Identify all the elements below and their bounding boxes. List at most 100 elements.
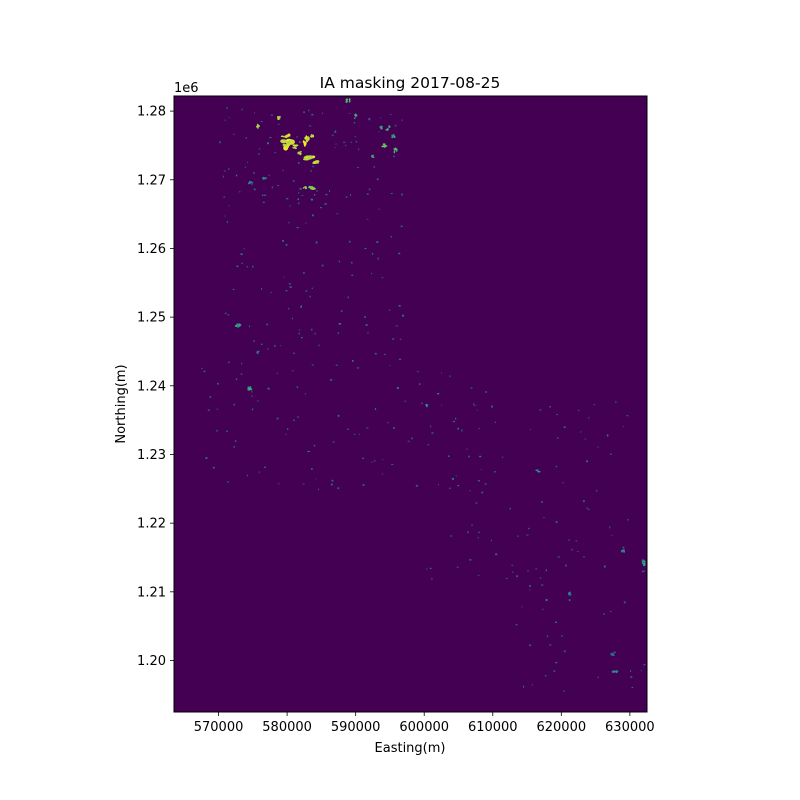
- speckle-mark: [473, 404, 476, 406]
- x-tick-label: 610000: [468, 720, 518, 735]
- mask-cluster-mark: [393, 150, 396, 154]
- speckle-mark: [641, 570, 644, 573]
- speckle-mark: [382, 458, 384, 461]
- speckle-mark: [597, 676, 599, 679]
- mask-cluster-mark: [615, 670, 619, 672]
- y-tick-label: 1.21: [137, 585, 166, 600]
- speckle-mark: [476, 409, 478, 411]
- speckle-mark: [630, 676, 633, 678]
- mask-cluster-mark: [346, 98, 349, 101]
- speckle-mark: [223, 170, 226, 172]
- speckle-mark: [568, 539, 570, 541]
- speckle-mark: [223, 196, 225, 198]
- mask-cluster-mark: [237, 325, 239, 328]
- mask-cluster-mark: [348, 98, 351, 101]
- speckle-mark: [334, 131, 337, 133]
- speckle-mark: [377, 257, 380, 260]
- mask-cluster-mark: [304, 187, 307, 190]
- speckle-mark: [623, 601, 626, 604]
- speckle-mark: [468, 455, 470, 458]
- speckle-mark: [288, 283, 291, 285]
- y-axis-label: Northing(m): [114, 364, 129, 443]
- speckle-mark: [321, 112, 323, 114]
- y-tick-label: 1.25: [137, 311, 166, 326]
- speckle-mark: [407, 440, 410, 442]
- speckle-mark: [509, 507, 511, 510]
- mask-cluster-mark: [298, 152, 302, 155]
- mask-cluster-mark: [355, 113, 357, 118]
- mask-cluster-mark: [382, 143, 386, 146]
- speckle-mark: [396, 387, 399, 389]
- mask-cluster-mark: [303, 141, 307, 147]
- plot-frame: [173, 95, 648, 713]
- speckle-mark: [287, 428, 289, 430]
- mask-cluster-mark: [379, 126, 382, 128]
- speckle-mark: [469, 559, 472, 561]
- speckle-mark: [609, 526, 611, 529]
- mask-cluster-mark: [250, 388, 253, 391]
- speckle-mark: [517, 535, 519, 537]
- speckle-mark: [276, 372, 278, 374]
- speckle-mark: [258, 471, 260, 473]
- mask-cluster-mark: [264, 177, 267, 180]
- mask-cluster-mark: [621, 550, 623, 553]
- speckle-mark: [253, 172, 255, 174]
- speckle-mark: [289, 286, 292, 288]
- speckle-mark: [429, 567, 432, 569]
- speckle-mark: [478, 531, 480, 533]
- speckle-layer: [201, 107, 646, 692]
- speckle-mark: [491, 405, 493, 408]
- speckle-mark: [347, 428, 350, 430]
- mask-cluster-mark: [256, 350, 259, 353]
- mask-cluster-mark: [310, 135, 312, 138]
- speckle-mark: [541, 584, 544, 586]
- speckle-mark: [395, 325, 398, 327]
- speckle-mark: [485, 391, 487, 393]
- speckle-mark: [471, 524, 473, 526]
- speckle-mark: [545, 569, 547, 572]
- mask-cluster-mark: [391, 136, 394, 139]
- mask-cluster-mark: [396, 148, 398, 150]
- speckle-mark: [455, 475, 457, 477]
- speckle-mark: [226, 430, 228, 432]
- speckle-mark: [348, 113, 351, 114]
- speckle-mark: [394, 125, 397, 127]
- speckle-mark: [431, 432, 434, 434]
- mask-cluster-mark: [285, 134, 289, 138]
- speckle-mark: [378, 208, 380, 210]
- speckle-mark: [390, 193, 393, 194]
- speckle-mark: [563, 426, 566, 428]
- speckle-mark: [241, 108, 243, 111]
- speckle-mark: [398, 305, 401, 307]
- x-axis-label: Easting(m): [375, 741, 446, 756]
- speckle-mark: [310, 170, 312, 172]
- mask-cluster-mark: [309, 186, 313, 188]
- speckle-mark: [555, 662, 558, 664]
- speckle-mark: [276, 417, 279, 420]
- speckle-mark: [356, 367, 360, 369]
- speckle-mark: [311, 287, 313, 289]
- speckle-mark: [239, 191, 241, 193]
- speckle-mark: [501, 456, 504, 458]
- speckle-mark: [353, 433, 356, 435]
- speckle-mark: [473, 403, 474, 405]
- speckle-mark: [219, 141, 221, 144]
- speckle-mark: [241, 362, 243, 365]
- speckle-mark: [640, 670, 642, 672]
- speckle-mark: [257, 400, 259, 402]
- mask-cluster-mark: [385, 145, 388, 147]
- mask-cluster-mark: [612, 670, 615, 672]
- speckle-mark: [478, 428, 481, 429]
- speckle-mark: [235, 174, 238, 177]
- speckle-mark: [355, 141, 358, 143]
- speckle-mark: [529, 644, 532, 647]
- speckle-mark: [404, 400, 407, 402]
- speckle-mark: [549, 406, 551, 408]
- speckle-mark: [227, 481, 229, 483]
- mask-cluster-mark: [292, 144, 296, 147]
- speckle-mark: [278, 482, 280, 485]
- mask-cluster-mark: [294, 144, 299, 147]
- y-tick-label: 1.27: [137, 173, 166, 188]
- speckle-mark: [224, 119, 226, 121]
